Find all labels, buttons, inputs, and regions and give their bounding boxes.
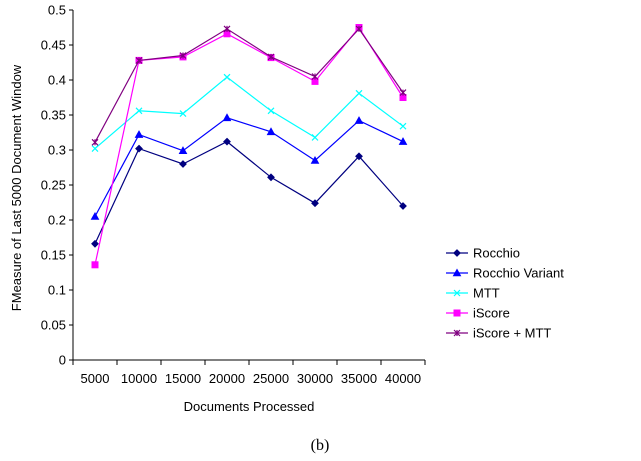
legend-label: MTT	[473, 286, 500, 301]
chart-series	[90, 24, 408, 269]
legend-label: iScore + MTT	[473, 326, 551, 341]
data-point	[135, 144, 143, 153]
data-point	[179, 160, 187, 168]
data-point	[90, 211, 100, 220]
data-point	[135, 56, 143, 64]
y-tick-label: 0.25	[41, 178, 66, 193]
data-point	[355, 152, 363, 161]
x-tick-label: 35000	[341, 371, 377, 386]
legend-item: Rocchio Variant	[446, 266, 564, 281]
x-tick-label: 15000	[165, 371, 201, 386]
data-point	[222, 113, 232, 122]
legend-item: iScore + MTT	[446, 326, 551, 341]
y-axis-title: FMeasure of Last 5000 Document Window	[9, 64, 24, 311]
legend-swatch-marker	[453, 289, 461, 297]
data-point	[311, 73, 319, 80]
legend-label: iScore	[473, 306, 510, 321]
data-point	[179, 110, 187, 118]
series-line	[94, 140, 404, 245]
x-tick-label: 20000	[209, 371, 245, 386]
data-point	[179, 52, 187, 59]
x-tick-label: 5000	[81, 371, 110, 386]
y-tick-label: 0.05	[41, 318, 66, 333]
y-tick-label: 0.35	[41, 108, 66, 123]
chart-axes: 0 0.05 0.1 0.15 0.2 0.25 0.3 0.35 0.4 0.45 0.5 5000…	[41, 3, 426, 386]
y-tick-label: 0.2	[48, 213, 66, 228]
data-point	[91, 239, 99, 248]
x-tick-label: 10000	[121, 371, 157, 386]
series-rocchio	[91, 137, 407, 248]
legend-swatch-marker	[453, 329, 461, 337]
data-point	[223, 73, 231, 81]
data-point	[398, 137, 408, 145]
data-point	[91, 138, 99, 146]
data-point	[223, 137, 231, 146]
series-line	[94, 27, 404, 143]
legend-item: Rocchio	[446, 246, 520, 261]
data-point	[267, 107, 275, 115]
series-iscore-mtt	[91, 25, 407, 146]
data-point	[178, 146, 188, 154]
legend-swatch-marker	[452, 268, 462, 277]
data-point	[354, 116, 364, 124]
data-point	[310, 155, 320, 164]
legend-item: MTT	[446, 286, 500, 301]
data-point	[355, 25, 363, 33]
y-tick-label: 0.4	[48, 73, 66, 88]
legend-item: iScore	[446, 306, 510, 321]
data-point	[266, 127, 276, 136]
y-tick-label: 0	[59, 353, 66, 368]
series-line	[94, 76, 404, 150]
legend-label: Rocchio	[473, 246, 520, 261]
legend-swatch-marker	[453, 249, 461, 257]
chart-legend: Rocchio Rocchio Variant MTT iScore iScore + …	[446, 246, 564, 341]
series-mtt	[91, 73, 407, 153]
x-axis-title: Documents Processed	[184, 399, 315, 414]
x-tick-label: 40000	[385, 371, 421, 386]
data-point	[135, 107, 143, 115]
data-point	[399, 202, 407, 210]
data-point	[311, 199, 319, 208]
y-tick-label: 0.1	[48, 283, 66, 298]
y-tick-label: 0.45	[41, 38, 66, 53]
y-tick-label: 0.3	[48, 143, 66, 158]
data-point	[311, 133, 319, 141]
data-point	[223, 25, 231, 33]
series-rocchio-variant	[90, 113, 408, 220]
x-tick-label: 30000	[297, 371, 333, 386]
x-tick-label: 25000	[253, 371, 289, 386]
data-point	[267, 53, 275, 61]
data-point	[355, 89, 363, 97]
y-tick-label: 0.5	[48, 3, 66, 18]
y-tick-label: 0.15	[41, 248, 66, 263]
series-line	[94, 117, 404, 217]
data-point	[399, 122, 407, 130]
legend-label: Rocchio Variant	[473, 266, 564, 281]
data-point	[267, 173, 275, 182]
legend-swatch-marker	[453, 309, 461, 317]
data-point	[399, 89, 407, 97]
figure-caption: (b)	[311, 437, 330, 454]
data-point	[91, 145, 99, 153]
data-point	[91, 261, 99, 269]
data-point	[134, 130, 144, 138]
